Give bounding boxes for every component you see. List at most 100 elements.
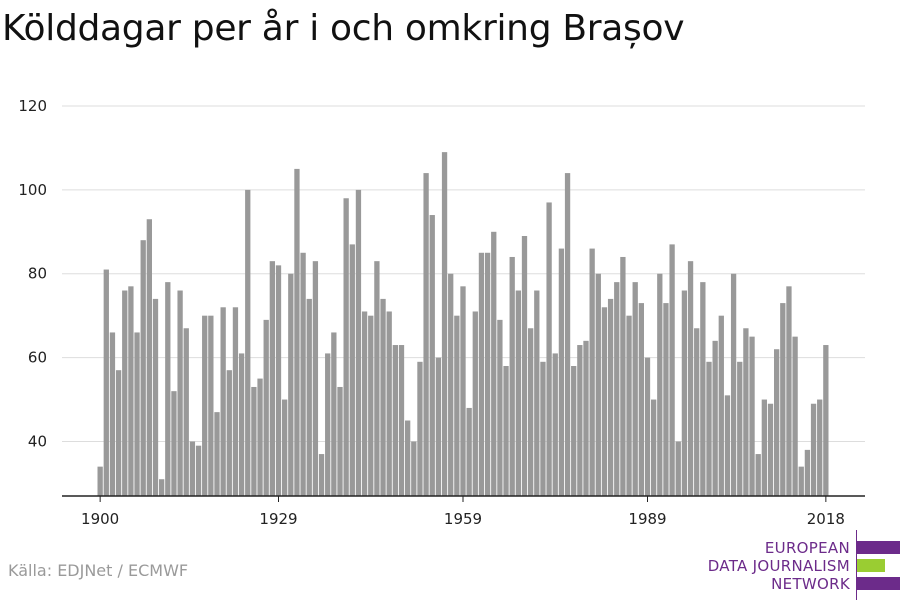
bar-1935 [312,261,319,496]
bar-1937 [325,353,331,496]
bar-2009 [767,403,774,496]
logo-line-3: NETWORK [771,575,850,593]
x-tick-label-1989: 1989 [628,510,666,528]
bar-1990 [651,399,657,496]
bar-1947 [386,311,392,496]
logo-divider [856,530,857,600]
logo-line-1: EUROPEAN [764,539,850,557]
bar-1930 [282,399,288,496]
logo-stripe-1 [857,541,900,554]
bar-1940 [343,198,349,497]
bar-1958 [454,315,460,496]
bar-1970 [528,328,534,496]
bar-1952 [417,361,423,496]
bar-1948 [392,345,398,496]
bar-1900 [97,466,103,496]
bar-1949 [398,345,405,496]
bar-1956 [441,152,448,496]
bar-2015 [804,449,811,496]
bar-1934 [306,298,312,496]
bar-1995 [681,290,688,496]
bar-1920 [220,307,226,496]
bar-1906 [134,332,140,496]
bar-1907 [140,240,146,496]
bar-1912 [171,391,177,496]
bar-1919 [214,412,220,496]
bar-1971 [534,290,540,496]
edjnet-logo[interactable]: EUROPEAN DATA JOURNALISM NETWORK [700,530,900,600]
bar-1915 [189,441,196,496]
bar-2011 [780,303,786,496]
bar-1909 [152,298,159,496]
bar-1911 [165,282,171,496]
y-tick-label-60: 60 [28,349,47,367]
bar-2018 [823,345,829,496]
bar-1931 [288,273,294,496]
bar-1916 [195,445,202,496]
bar-1918 [208,315,214,496]
bar-1932 [294,168,300,496]
bar-1975 [558,248,565,496]
bar-1957 [448,273,454,496]
bar-1924 [245,189,251,496]
bar-1939 [337,386,343,496]
bar-1959 [460,286,466,496]
bar-1983 [607,298,614,496]
bar-1923 [238,353,245,496]
bar-2005 [743,328,749,496]
bar-2013 [792,336,798,496]
bar-1955 [435,357,442,496]
bar-1973 [546,202,552,497]
bar-1992 [663,303,669,496]
bar-1903 [115,370,122,496]
source-credit: Källa: EDJNet / ECMWF [8,561,189,580]
bar-1980 [589,248,595,496]
bar-1988 [638,303,644,496]
y-tick-label-80: 80 [28,265,47,283]
bar-1962 [478,252,485,496]
bar-1982 [601,307,608,496]
bar-1953 [423,173,429,496]
bar-1981 [595,273,601,496]
bar-1943 [361,311,368,496]
bar-1929 [275,265,282,496]
bar-1941 [349,244,355,496]
bar-1993 [669,244,675,496]
bar-1922 [232,307,239,496]
bar-1967 [509,256,515,496]
bar-1965 [497,319,503,496]
logo-stripe-2 [857,559,885,572]
bar-1978 [577,345,583,496]
bar-1944 [368,315,374,496]
bar-1972 [540,361,546,496]
bar-2000 [712,340,718,496]
bar-1964 [491,231,497,496]
bar-1968 [515,290,521,496]
bar-1997 [694,328,700,496]
bar-1985 [620,256,626,496]
bar-2012 [786,286,792,496]
bar-1977 [571,366,577,496]
y-tick-label-100: 100 [18,181,47,199]
x-tick-label-1959: 1959 [444,510,482,528]
bar-2001 [718,315,724,496]
bar-2007 [755,454,761,496]
bar-2008 [761,399,767,496]
bar-1984 [614,282,620,496]
bar-1996 [687,261,694,496]
bar-1960 [466,407,472,496]
bar-1950 [405,420,411,496]
bar-1961 [472,311,478,496]
bar-2006 [749,336,755,496]
bar-1954 [429,215,435,496]
bar-2017 [817,399,823,496]
bar-1928 [269,261,275,496]
bar-1945 [374,261,380,496]
bar-1902 [109,332,116,496]
x-tick-label-2018: 2018 [807,510,845,528]
bar-2004 [737,361,743,496]
bar-1926 [257,378,263,496]
x-tick-label-1929: 1929 [259,510,297,528]
bar-1963 [484,252,491,496]
